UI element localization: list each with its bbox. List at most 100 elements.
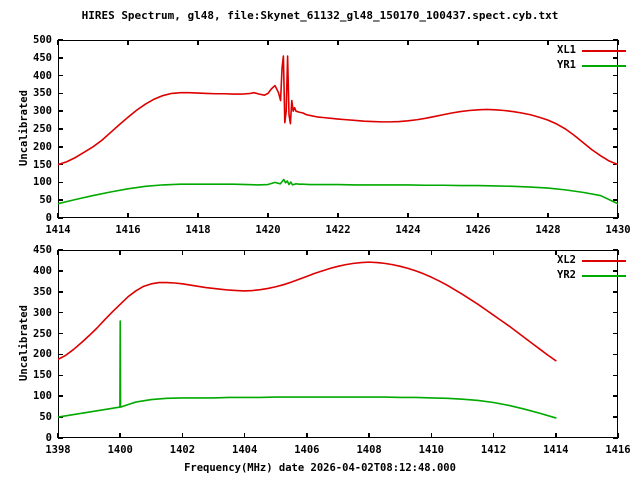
x-tick-top: [477, 40, 479, 45]
series-line-yr2: [58, 320, 557, 419]
y-tick-right: [613, 163, 618, 166]
x-tick-top: [617, 250, 619, 255]
x-tick-label: 1408: [356, 444, 382, 456]
y-tick: [58, 110, 63, 112]
bottom-plot-traces: [58, 261, 557, 419]
y-tick-right: [613, 217, 618, 219]
x-tick-top: [337, 40, 339, 45]
y-tick-label: 150: [33, 158, 52, 171]
bottom-legend: XL2 YR2: [520, 254, 630, 286]
y-tick-label: 50: [39, 194, 52, 207]
top-legend: XL1 YR1: [520, 44, 630, 76]
x-tick: [119, 433, 121, 438]
y-tick-label: 300: [33, 306, 52, 319]
y-tick-right: [613, 92, 618, 95]
y-tick: [58, 146, 63, 148]
y-tick-label: 450: [33, 244, 52, 256]
x-tick-label: 1414: [543, 444, 569, 456]
y-tick-right: [613, 416, 618, 418]
legend-label: YR2: [557, 269, 576, 281]
y-tick: [58, 74, 63, 77]
x-tick-label: 1404: [232, 444, 258, 456]
y-tick-right: [613, 270, 618, 272]
x-tick: [407, 213, 409, 218]
x-tick-top: [57, 40, 59, 45]
x-tick-top: [492, 250, 495, 255]
y-tick-label: 100: [33, 390, 52, 403]
y-tick: [58, 217, 63, 219]
x-tick: [477, 213, 479, 218]
legend-item-yr2[interactable]: YR2: [520, 269, 630, 283]
x-tick-label: 1416: [605, 444, 631, 456]
x-tick: [368, 433, 370, 438]
x-tick-label: 1422: [325, 224, 351, 236]
y-tick: [58, 92, 63, 95]
y-tick: [58, 291, 63, 293]
x-tick-label: 1424: [395, 224, 421, 236]
y-tick: [58, 437, 63, 439]
x-axis-title: Frequency(MHz) date 2026-04-02T08:12:48.…: [184, 462, 456, 474]
y-tick-right: [613, 128, 618, 130]
bottom-plot-frame: [58, 250, 618, 438]
y-tick-label: 100: [33, 176, 52, 189]
series-line-xl2: [58, 261, 557, 362]
x-tick-top: [407, 40, 409, 45]
y-tick-label: 400: [33, 264, 52, 277]
x-tick-label: 1430: [605, 224, 631, 236]
y-tick-right: [613, 199, 618, 201]
x-tick-top: [181, 250, 184, 255]
x-tick-top: [368, 250, 370, 255]
legend-label: YR1: [557, 59, 576, 71]
x-tick-label: 1418: [185, 224, 211, 236]
y-tick: [58, 181, 63, 184]
y-tick-label: 150: [33, 369, 52, 382]
x-tick: [337, 213, 339, 218]
series-line-xl1: [58, 55, 618, 166]
x-tick: [617, 213, 619, 218]
legend-item-yr1[interactable]: YR1: [520, 59, 630, 73]
x-tick-label: 1406: [294, 444, 320, 456]
x-tick-label: 1416: [115, 224, 141, 236]
y-tick-label: 200: [33, 140, 52, 153]
top-spectrum-panel: 0 50 100 150 200 250 300 350 400 450 500 1414 1416 1…: [18, 34, 631, 236]
x-tick-top: [57, 250, 59, 255]
x-tick-label: 1410: [418, 444, 444, 456]
legend-label: XL1: [557, 44, 576, 56]
x-tick: [181, 433, 184, 438]
x-tick-label: 1400: [107, 444, 133, 456]
legend-color-swatch: [582, 260, 626, 262]
page-title: HIRES Spectrum, gl48, file:Skynet_61132_…: [81, 9, 559, 22]
legend-item-xl1[interactable]: XL1: [520, 44, 630, 58]
y-tick-label: 400: [33, 69, 52, 82]
legend-label: XL2: [557, 254, 576, 266]
y-tick-right: [613, 74, 618, 77]
series-line-yr1: [58, 178, 618, 205]
x-tick-label: 1412: [480, 444, 507, 456]
x-tick: [267, 213, 269, 218]
y-tick-label: 350: [33, 87, 52, 100]
x-tick: [57, 213, 59, 218]
y-tick: [58, 39, 63, 41]
x-tick-top: [243, 250, 246, 255]
y-tick-right: [613, 146, 618, 148]
x-tick-label: 1402: [169, 444, 196, 456]
y-tick-label: 250: [33, 327, 52, 340]
x-tick-label: 1426: [465, 224, 491, 236]
y-tick: [58, 199, 63, 201]
y-tick-label: 250: [33, 123, 52, 135]
y-tick-right: [613, 437, 618, 439]
x-tick-top: [267, 40, 269, 45]
legend-item-xl2[interactable]: XL2: [520, 254, 630, 268]
x-tick: [430, 433, 433, 438]
x-tick: [547, 213, 549, 218]
x-tick-label: 1428: [535, 224, 561, 236]
x-tick-top: [547, 40, 549, 45]
y-tick-label: 0: [45, 432, 52, 444]
bottom-y-axis-title: Uncalibrated: [18, 305, 30, 381]
y-tick: [58, 57, 63, 59]
x-tick-top: [306, 250, 308, 255]
x-tick-top: [197, 40, 199, 45]
x-tick-top: [119, 250, 121, 255]
x-tick-label: 1398: [45, 444, 71, 456]
